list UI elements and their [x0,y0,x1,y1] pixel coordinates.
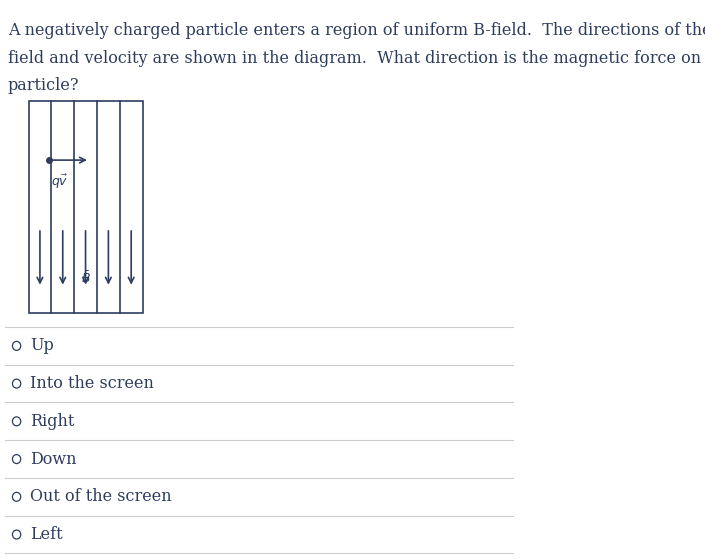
Text: $q\vec{v}$: $q\vec{v}$ [51,172,69,191]
Text: Right: Right [30,413,75,430]
Text: Left: Left [30,526,63,543]
Bar [28,101,142,313]
Text: A negatively charged particle enters a region of uniform B-field.  The direction: A negatively charged particle enters a r… [8,22,705,94]
Text: Into the screen: Into the screen [30,375,154,392]
Text: Down: Down [30,451,77,467]
Text: Up: Up [30,338,54,354]
Text: $\bar{B}$: $\bar{B}$ [80,271,90,286]
Text: Out of the screen: Out of the screen [30,489,172,505]
